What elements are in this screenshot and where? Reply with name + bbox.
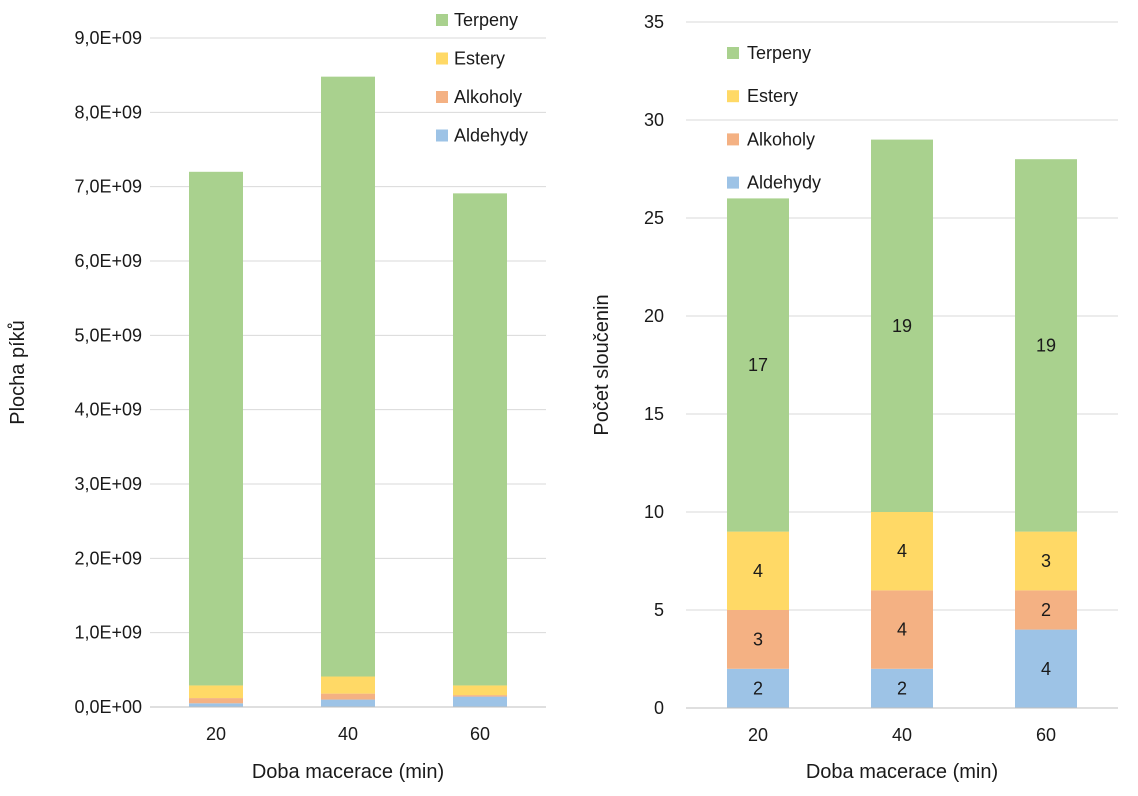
right-data-label: 19: [892, 316, 912, 336]
right-y-tick-label: 5: [654, 600, 664, 620]
left-y-tick-label: 7,0E+09: [74, 177, 142, 197]
right-bar-alkoholy-60: [1015, 590, 1077, 630]
left-bar-aldehydy-40: [321, 699, 375, 707]
left-bar-aldehydy-20: [189, 703, 243, 707]
left-y-tick-label: 4,0E+09: [74, 400, 142, 420]
right-legend-label-terpeny: Terpeny: [747, 43, 811, 63]
right-y-tick-label: 25: [644, 208, 664, 228]
right-x-tick-label: 20: [748, 725, 768, 745]
right-bar-terpeny-60: [1015, 159, 1077, 532]
right-bar-terpeny-20: [727, 198, 789, 532]
right-legend-swatch-estery: [727, 90, 739, 103]
right-bar-estery-20: [727, 531, 789, 610]
right-bar-terpeny-40: [871, 139, 933, 512]
left-y-tick-label: 0,0E+00: [74, 697, 142, 717]
right-y-tick-label: 35: [644, 12, 664, 32]
right-bar-aldehydy-40: [871, 668, 933, 708]
right-data-label: 2: [1041, 600, 1051, 620]
left-y-axis-title: Plocha píků: [7, 320, 29, 425]
left-bar-alkoholy-40: [321, 693, 375, 700]
left-legend-swatch-terpeny: [436, 14, 448, 26]
right-y-axis-title: Počet sloučenin: [591, 294, 613, 435]
left-legend-swatch-estery: [436, 52, 448, 65]
right-bar-alkoholy-20: [727, 610, 789, 669]
left-y-tick-label: 2,0E+09: [74, 548, 142, 568]
left-bar-alkoholy-60: [453, 695, 507, 697]
right-y-tick-label: 10: [644, 502, 664, 522]
right-data-label: 17: [748, 355, 768, 375]
left-x-tick-label: 60: [470, 724, 490, 744]
left-bar-estery-40: [321, 676, 375, 694]
left-legend-label-alkoholy: Alkoholy: [454, 87, 522, 107]
left-y-tick-label: 3,0E+09: [74, 474, 142, 494]
right-data-label: 2: [897, 678, 907, 698]
right-legend-swatch-alkoholy: [727, 133, 739, 146]
left-x-tick-label: 40: [338, 724, 358, 744]
right-x-axis-title: Doba macerace (min): [806, 761, 998, 783]
left-legend-swatch-alkoholy: [436, 91, 448, 103]
right-data-label: 4: [897, 620, 907, 640]
right-legend-swatch-aldehydy: [727, 176, 739, 189]
left-legend-swatch-aldehydy: [436, 129, 448, 142]
right-bar-estery-40: [871, 512, 933, 591]
left-bar-alkoholy-20: [189, 698, 243, 704]
left-bar-terpeny-60: [453, 193, 507, 686]
right-data-label: 19: [1036, 335, 1056, 355]
right-bar-estery-60: [1015, 531, 1077, 591]
left-bar-terpeny-40: [321, 76, 375, 677]
left-y-tick-label: 9,0E+09: [74, 28, 142, 48]
right-bar-aldehydy-20: [727, 668, 789, 708]
right-y-tick-label: 15: [644, 404, 664, 424]
right-legend-swatch-terpeny: [727, 47, 739, 59]
right-y-tick-label: 30: [644, 110, 664, 130]
right-bar-aldehydy-60: [1015, 629, 1077, 708]
right-data-label: 4: [897, 541, 907, 561]
chart-left-peak-area: 0,0E+00 1,0E+09 2,0E+09 3,0E+09 4,0E+09 5,0E+…: [7, 10, 546, 783]
right-data-label: 3: [1041, 551, 1051, 571]
right-bar-alkoholy-40: [871, 590, 933, 669]
right-data-label: 2: [753, 678, 763, 698]
left-x-axis-title: Doba macerace (min): [252, 761, 444, 783]
left-bar-aldehydy-60: [453, 696, 507, 707]
left-legend-label-terpeny: Terpeny: [454, 10, 518, 30]
chart-right-compound-count: 0 5 10 15 20 25 30 35 Počet sloučenin 2 3 4 17 20 2 4 4 1…: [591, 12, 1118, 783]
left-y-tick-label: 5,0E+09: [74, 325, 142, 345]
left-y-tick-label: 6,0E+09: [74, 251, 142, 271]
right-y-tick-label: 20: [644, 306, 664, 326]
right-data-label: 4: [753, 561, 763, 581]
left-bar-estery-20: [189, 685, 243, 699]
right-x-tick-label: 60: [1036, 725, 1056, 745]
right-data-label: 4: [1041, 659, 1051, 679]
right-y-tick-label: 0: [654, 698, 664, 718]
right-legend-label-alkoholy: Alkoholy: [747, 129, 815, 149]
right-legend-label-estery: Estery: [747, 86, 798, 106]
right-data-label: 3: [753, 629, 763, 649]
left-x-tick-label: 20: [206, 724, 226, 744]
left-bar-terpeny-20: [189, 171, 243, 686]
left-bar-estery-60: [453, 685, 507, 696]
left-legend-label-aldehydy: Aldehydy: [454, 126, 528, 146]
left-legend-label-estery: Estery: [454, 49, 505, 69]
right-x-tick-label: 40: [892, 725, 912, 745]
left-y-tick-label: 1,0E+09: [74, 623, 142, 643]
right-legend-label-aldehydy: Aldehydy: [747, 173, 821, 193]
left-y-tick-label: 8,0E+09: [74, 102, 142, 122]
